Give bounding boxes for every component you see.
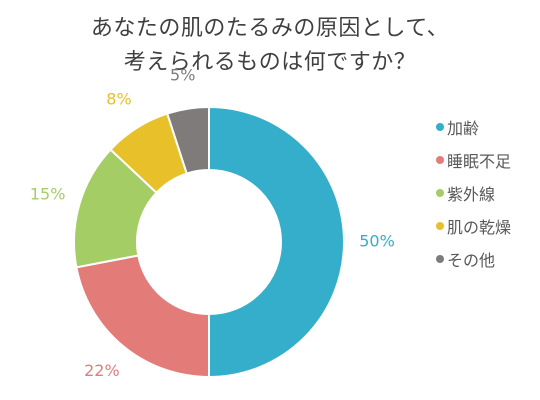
legend-marker-3 <box>436 222 444 230</box>
legend-label-3: 肌の乾燥 <box>447 218 512 237</box>
legend: 加齢 睡眠不足 紫外線 肌の乾燥 その他 <box>436 116 536 281</box>
donut-slice-0 <box>208 105 345 379</box>
legend-marker-1 <box>436 156 444 164</box>
donut-slices <box>73 105 345 379</box>
legend-item-3: 肌の乾燥 <box>436 215 536 237</box>
legend-item-0: 加齢 <box>436 116 536 138</box>
legend-marker-4 <box>436 255 444 263</box>
legend-label-4: その他 <box>447 251 496 270</box>
percent-label-0: 50% <box>359 232 395 251</box>
legend-item-4: その他 <box>436 248 536 270</box>
legend-item-1: 睡眠不足 <box>436 149 536 171</box>
legend-label-1: 睡眠不足 <box>447 152 512 171</box>
percent-label-4: 5% <box>170 66 195 85</box>
legend-label-2: 紫外線 <box>447 185 496 204</box>
legend-label-0: 加齢 <box>447 119 480 138</box>
donut-slice-4 <box>166 105 210 175</box>
donut-slice-1 <box>75 254 210 379</box>
legend-item-2: 紫外線 <box>436 182 536 204</box>
percent-label-3: 8% <box>106 90 131 109</box>
percent-labels: 50% 22% 15% 8% 5% <box>30 66 395 380</box>
chart-title-line-2: 考えられるものは何ですか？ <box>123 50 417 75</box>
percent-label-1: 22% <box>84 361 120 380</box>
legend-marker-0 <box>436 123 444 131</box>
legend-marker-2 <box>436 189 444 197</box>
chart-title-line-1: あなたの肌のたるみの原因として、 <box>90 16 450 41</box>
percent-label-2: 15% <box>30 185 66 204</box>
